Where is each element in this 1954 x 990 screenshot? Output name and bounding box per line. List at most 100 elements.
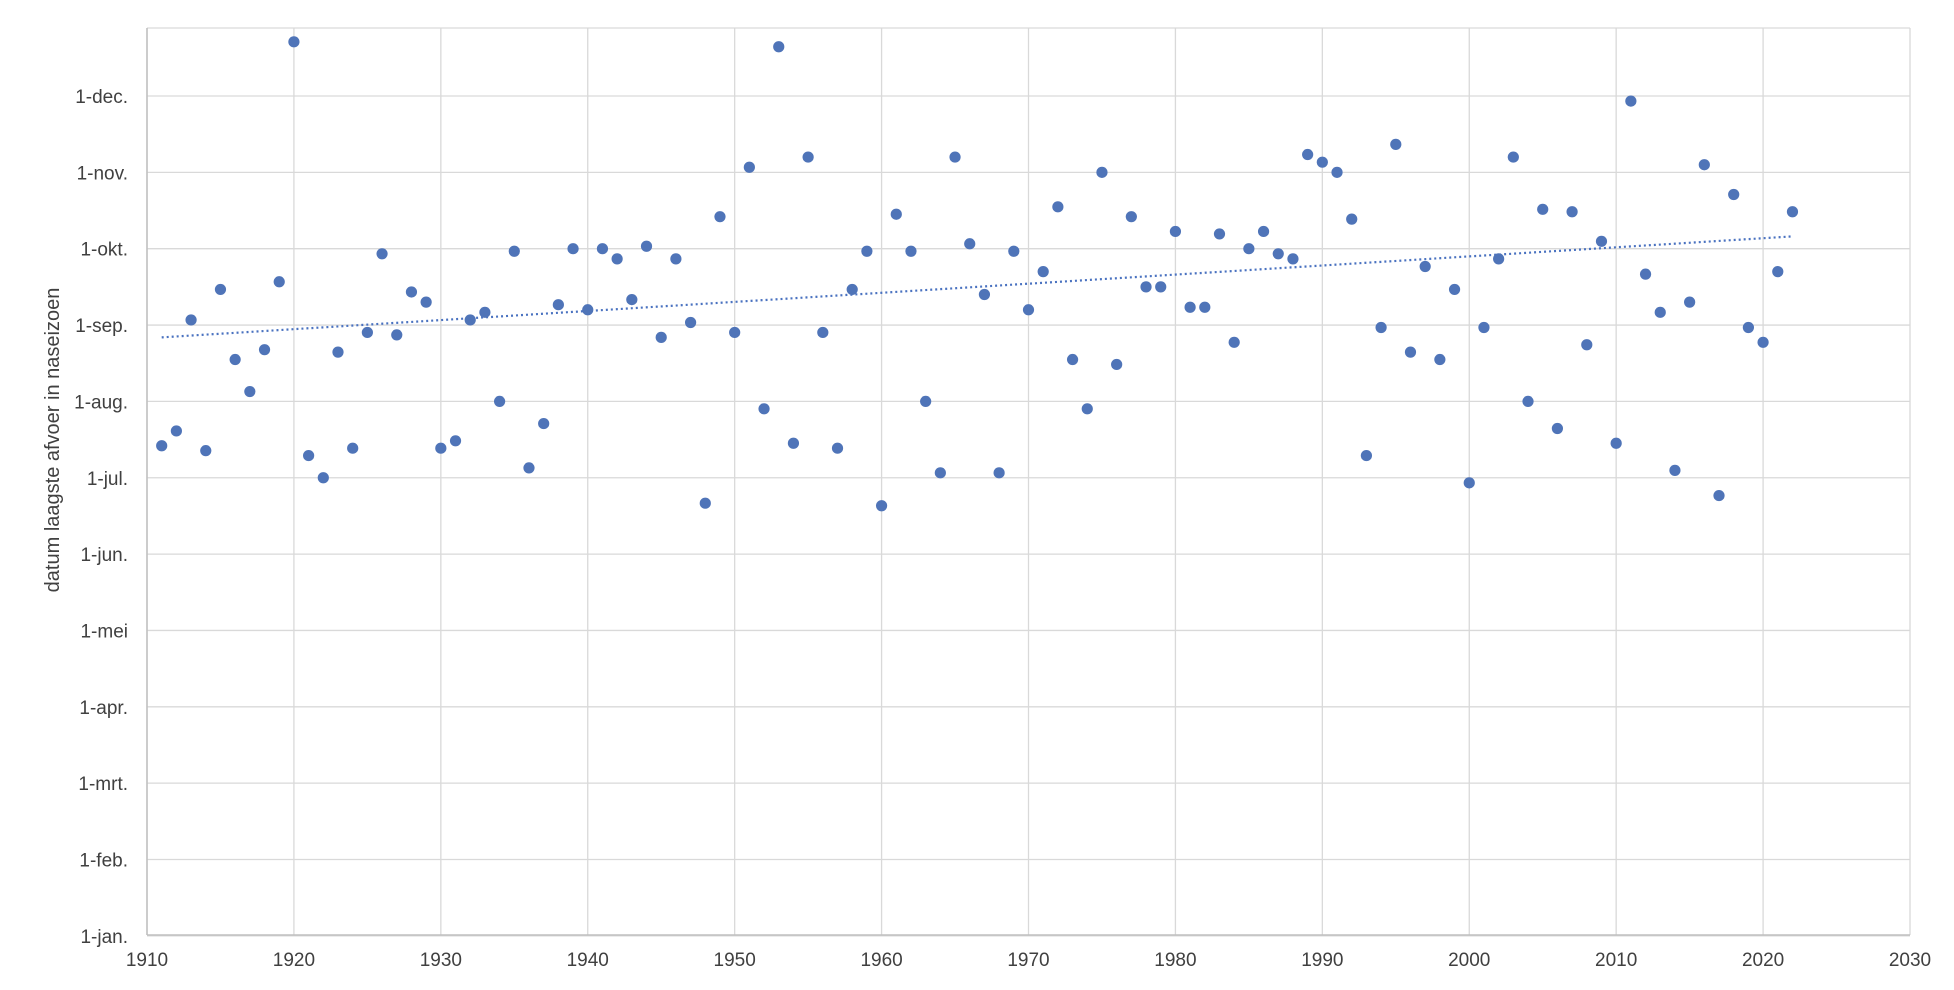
data-point (494, 395, 506, 407)
x-axis: 1910 1920 1930 1940 1950 1960 1970 1980 1990 2000… (126, 934, 1931, 971)
y-tick-label: 1-nov. (77, 163, 128, 184)
data-point (1140, 281, 1152, 293)
data-point (479, 306, 491, 318)
data-point (1302, 148, 1314, 161)
data-point (699, 497, 711, 509)
x-tick-label: 2000 (1448, 950, 1490, 971)
data-point (523, 462, 535, 474)
data-point (596, 243, 609, 255)
data-point (1228, 336, 1240, 348)
data-point (964, 238, 976, 250)
data-point (743, 161, 755, 173)
data-point (1669, 464, 1681, 476)
data-point (993, 467, 1005, 479)
data-point (420, 296, 432, 308)
data-point (405, 286, 418, 298)
data-point (1610, 437, 1622, 449)
data-point (1125, 211, 1137, 223)
data-point (714, 211, 726, 223)
data-point (861, 245, 873, 257)
data-point (435, 442, 447, 454)
x-tick-label: 1970 (1007, 950, 1049, 971)
data-point (317, 472, 329, 484)
data-point (1052, 201, 1064, 213)
data-point (920, 395, 932, 407)
data-point (1199, 301, 1211, 313)
data-point (626, 294, 638, 306)
x-tick-label: 1950 (714, 950, 756, 971)
data-point (905, 245, 917, 257)
gridlines (146, 27, 1911, 937)
trendline (161, 235, 1793, 339)
data-point (200, 445, 212, 457)
data-point (934, 467, 946, 479)
x-tick-label: 1910 (126, 950, 168, 971)
data-point (1786, 206, 1799, 218)
data-point (1566, 206, 1578, 218)
x-tick-label: 2020 (1742, 950, 1784, 971)
data-point (1155, 281, 1167, 293)
data-point (802, 151, 814, 163)
data-point (875, 500, 888, 512)
data-point (1581, 339, 1593, 351)
data-point (1639, 268, 1652, 280)
data-point (258, 344, 271, 356)
data-point (1390, 138, 1402, 150)
data-point (1346, 213, 1358, 225)
data-point (831, 442, 844, 454)
data-point (1522, 395, 1534, 407)
data-point (611, 253, 623, 265)
y-tick-label: 1-jun. (80, 545, 128, 566)
data-point (758, 403, 770, 415)
data-point (1169, 225, 1182, 238)
data-point (670, 253, 682, 265)
data-point (890, 208, 902, 220)
data-point (1625, 95, 1637, 107)
data-point (1375, 321, 1387, 334)
data-point (1419, 260, 1431, 273)
data-point (1463, 477, 1475, 489)
data-point (361, 326, 373, 339)
data-point (1316, 156, 1328, 168)
data-point (1066, 353, 1079, 366)
data-point (464, 314, 476, 326)
y-tick-label: 1-okt. (80, 240, 128, 261)
data-point (229, 353, 241, 366)
y-tick-label: 1-jul. (87, 469, 128, 490)
data-point (1654, 306, 1666, 318)
y-tick-label: 1-mei (80, 621, 128, 642)
data-point (817, 326, 829, 339)
data-point (1493, 253, 1505, 265)
y-axis-title: datum laagste afvoer in naseizoen (42, 288, 64, 593)
y-tick-label: 1-mrt. (78, 774, 128, 795)
data-point (655, 331, 667, 343)
data-point (787, 437, 800, 449)
data-point (640, 240, 653, 252)
data-point (1331, 166, 1343, 178)
data-point (1434, 353, 1446, 366)
data-point (1272, 248, 1284, 260)
y-tick-label: 1-jan. (80, 927, 128, 948)
data-point (1360, 449, 1373, 462)
data-point (508, 245, 520, 257)
data-point (1757, 336, 1769, 348)
y-tick-label: 1-feb. (79, 851, 128, 872)
data-point (1478, 321, 1490, 334)
data-point (1507, 151, 1519, 163)
data-point (538, 417, 550, 430)
x-tick-label: 2010 (1595, 950, 1637, 971)
data-point (391, 329, 403, 341)
y-axis: 1-jan. 1-feb. 1-mrt. 1-apr. 1-mei 1-jun. 1-jul… (74, 28, 148, 948)
y-tick-label: 1-aug. (74, 392, 128, 413)
data-point (1713, 489, 1725, 502)
data-point (170, 425, 182, 437)
y-tick-label: 1-sep. (75, 316, 128, 337)
data-point (332, 346, 344, 358)
data-point (156, 440, 168, 452)
data-point (273, 276, 285, 288)
data-point (1537, 203, 1549, 215)
data-point (1257, 225, 1270, 238)
x-tick-label: 1990 (1301, 950, 1343, 971)
data-point (1008, 245, 1020, 257)
